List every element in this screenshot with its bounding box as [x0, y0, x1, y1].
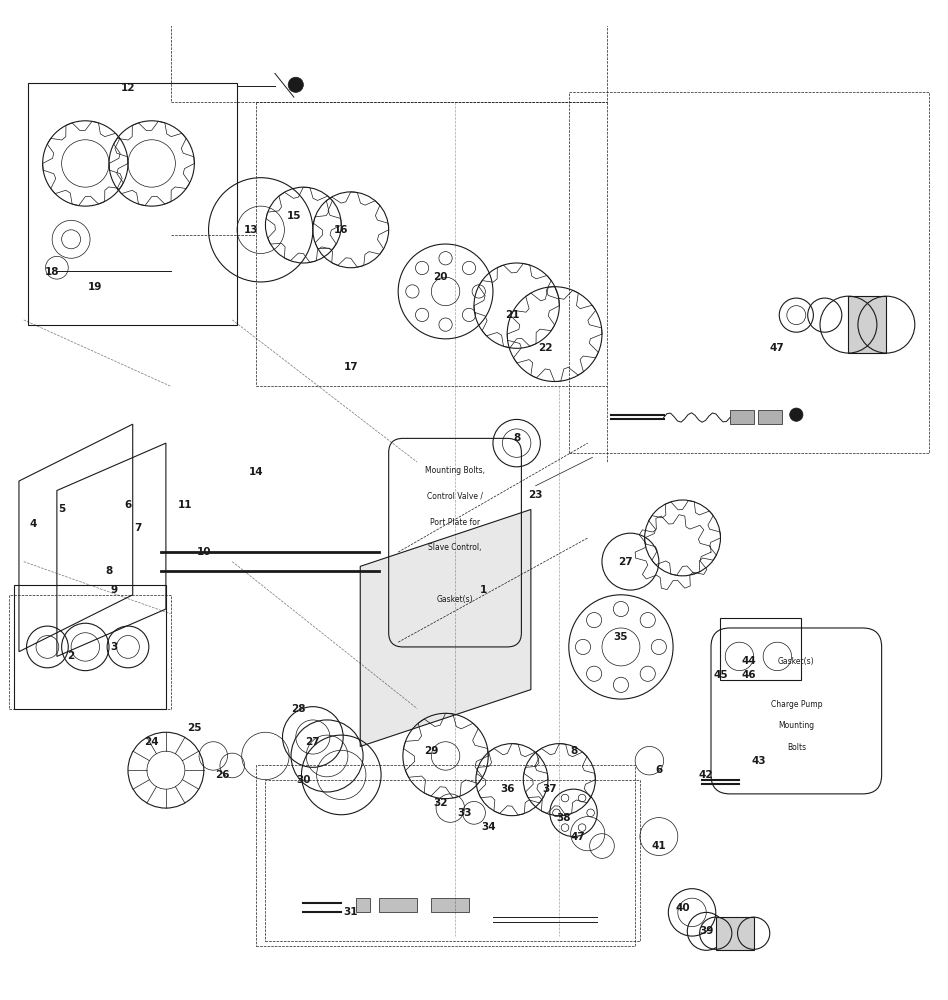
Text: 20: 20: [433, 272, 448, 282]
Text: 10: 10: [196, 547, 211, 557]
Text: 12: 12: [120, 83, 136, 93]
Text: 35: 35: [613, 632, 629, 642]
Text: 14: 14: [248, 467, 264, 477]
Text: 16: 16: [334, 225, 349, 235]
Text: 25: 25: [187, 723, 202, 733]
Bar: [730, 410, 754, 424]
Text: 42: 42: [699, 770, 714, 780]
Text: 1: 1: [480, 585, 487, 595]
Text: 17: 17: [343, 362, 358, 372]
Text: 11: 11: [177, 500, 192, 510]
Circle shape: [790, 408, 803, 421]
Bar: [265, 780, 640, 941]
Text: 26: 26: [215, 770, 230, 780]
Text: Port Plate for: Port Plate for: [430, 518, 480, 527]
Text: 22: 22: [538, 343, 553, 353]
Circle shape: [288, 77, 303, 92]
Bar: [9, 595, 171, 709]
Text: 46: 46: [741, 670, 757, 680]
Text: 7: 7: [134, 523, 141, 533]
Text: 19: 19: [87, 282, 102, 292]
Text: 43: 43: [751, 756, 766, 766]
Text: 28: 28: [291, 704, 306, 714]
Bar: [28, 83, 237, 325]
Text: 36: 36: [500, 784, 515, 794]
Text: 37: 37: [542, 784, 557, 794]
Bar: [14, 585, 166, 709]
Text: 40: 40: [675, 903, 690, 913]
Text: 41: 41: [651, 841, 666, 851]
Text: 3: 3: [110, 642, 118, 652]
Bar: [758, 410, 782, 424]
Text: 27: 27: [305, 737, 320, 747]
Polygon shape: [848, 296, 886, 353]
Text: 38: 38: [556, 813, 572, 823]
Text: 6: 6: [655, 765, 663, 775]
Text: 15: 15: [286, 211, 301, 221]
Text: 6: 6: [124, 500, 132, 510]
Text: 2: 2: [67, 651, 75, 661]
Bar: [379, 898, 417, 912]
Text: 8: 8: [513, 433, 520, 443]
Text: 8: 8: [105, 566, 113, 576]
Text: Gasket(s): Gasket(s): [437, 595, 473, 604]
Text: 34: 34: [481, 822, 496, 832]
Text: 8: 8: [570, 746, 577, 756]
Bar: [720, 618, 801, 680]
Text: 32: 32: [433, 798, 448, 808]
Text: 5: 5: [58, 504, 65, 514]
Text: 23: 23: [528, 490, 543, 500]
Bar: [256, 765, 635, 946]
Text: Mounting: Mounting: [778, 721, 814, 730]
Text: 39: 39: [699, 926, 714, 936]
Text: 4: 4: [29, 519, 37, 529]
Text: 13: 13: [244, 225, 259, 235]
Text: 47: 47: [770, 343, 785, 353]
Polygon shape: [360, 509, 531, 746]
Text: 24: 24: [144, 737, 159, 747]
Text: 31: 31: [343, 907, 358, 917]
Bar: [356, 898, 370, 912]
Polygon shape: [716, 917, 754, 950]
Text: 29: 29: [424, 746, 439, 756]
Text: 18: 18: [45, 267, 60, 277]
Text: 45: 45: [713, 670, 728, 680]
Bar: [171, 0, 607, 102]
Text: 47: 47: [571, 832, 586, 842]
Text: Slave Control,: Slave Control,: [428, 543, 482, 552]
Bar: [431, 898, 469, 912]
Text: Gasket(s): Gasket(s): [778, 657, 814, 666]
Bar: [569, 92, 929, 453]
Text: 44: 44: [741, 656, 757, 666]
Text: 27: 27: [618, 557, 633, 567]
Text: 30: 30: [296, 775, 311, 785]
Text: Mounting Bolts,: Mounting Bolts,: [425, 466, 485, 475]
Text: 33: 33: [457, 808, 472, 818]
Text: Charge Pump: Charge Pump: [771, 700, 822, 709]
Text: Control Valve /: Control Valve /: [427, 492, 483, 501]
Text: 21: 21: [504, 310, 520, 320]
Text: 9: 9: [110, 585, 118, 595]
Text: Bolts: Bolts: [787, 743, 806, 752]
